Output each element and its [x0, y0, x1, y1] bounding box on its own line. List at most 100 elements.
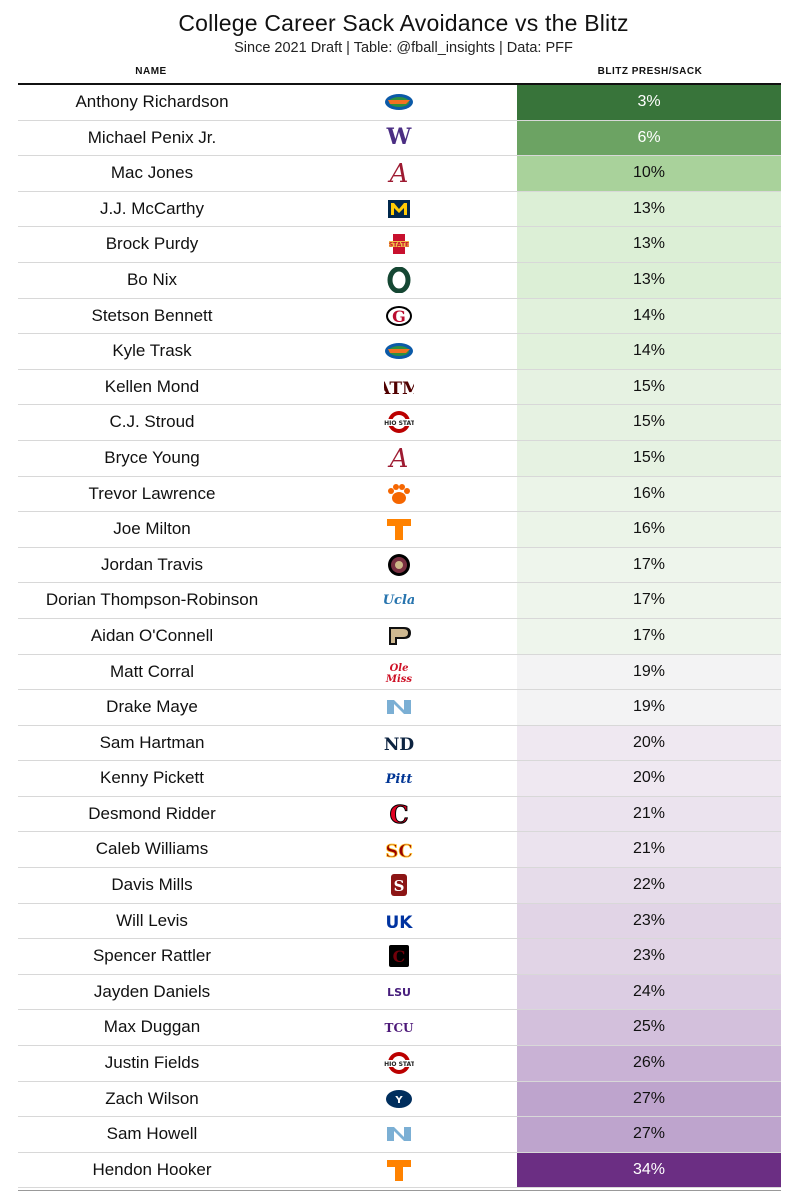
player-name: Brock Purdy	[105, 234, 199, 254]
svg-text:A: A	[388, 160, 409, 186]
kentucky-uk-logo: UK	[384, 908, 414, 934]
table-row: Trevor Lawrence 16%	[18, 476, 781, 513]
player-name: Bryce Young	[104, 447, 200, 467]
svg-text:Ole: Ole	[390, 663, 409, 674]
blitz-presh-sack-cell: 13%	[517, 191, 781, 227]
table-row: Spencer Rattler C 23%	[18, 939, 781, 975]
blitz-presh-sack-cell: 21%	[517, 832, 781, 868]
tennessee-t-logo	[384, 516, 414, 542]
pitt-logo: Pitt	[384, 765, 414, 791]
florida-state-logo	[384, 552, 414, 578]
player-name: Stetson Bennett	[91, 305, 213, 325]
svg-text:ND: ND	[384, 735, 414, 755]
data-table: Anthony Richardson 3% Michael Penix Jr. W 6%…	[18, 85, 781, 1189]
header-divider	[18, 83, 781, 85]
svg-text:STATE: STATE	[389, 242, 409, 249]
player-name: C.J. Stroud	[109, 412, 195, 432]
washington-w-logo: W	[384, 125, 414, 151]
table-row: Jayden Daniels LSU 24%	[18, 974, 781, 1011]
blitz-presh-sack-cell: 27%	[517, 1081, 781, 1117]
blitz-presh-sack-cell: 17%	[517, 618, 781, 654]
player-name: Joe Milton	[113, 519, 191, 539]
ohio-state-logo: OHIO STATE	[384, 1050, 414, 1076]
table-row: Kenny Pickett Pitt 20%	[18, 761, 781, 797]
table-row: Matt Corral Ole Miss 19%	[18, 654, 781, 691]
svg-text:SC: SC	[385, 841, 412, 862]
table-row: Kyle Trask 14%	[18, 334, 781, 370]
player-name: Max Duggan	[103, 1017, 201, 1037]
texas-am-logo: ATM	[384, 374, 414, 400]
player-name: Kellen Mond	[104, 376, 200, 396]
south-carolina-logo: C	[384, 943, 414, 969]
table-row: Sam Hartman ND 20%	[18, 725, 781, 762]
blitz-presh-sack-cell: 21%	[517, 796, 781, 832]
blitz-presh-sack-cell: 13%	[517, 227, 781, 262]
blitz-presh-sack-cell: 22%	[517, 868, 781, 903]
florida-gator-logo	[384, 338, 414, 364]
player-name: Matt Corral	[109, 661, 195, 681]
table-row: J.J. McCarthy 13%	[18, 191, 781, 228]
blitz-presh-sack-cell: 6%	[517, 120, 781, 156]
table-row: Caleb Williams SC 21%	[18, 832, 781, 869]
svg-text:OHIO STATE: OHIO STATE	[384, 1061, 414, 1068]
svg-text:LSU: LSU	[387, 986, 411, 999]
svg-text:UK: UK	[386, 913, 414, 933]
byu-logo: Y	[384, 1086, 414, 1112]
table-row: Brock Purdy STATE 13%	[18, 227, 781, 263]
blitz-presh-sack-cell: 16%	[517, 512, 781, 547]
player-name: Will Levis	[116, 910, 188, 930]
table-row: Stetson Bennett G 14%	[18, 298, 781, 335]
player-name: Desmond Ridder	[88, 803, 216, 823]
north-carolina-logo	[384, 694, 414, 720]
table-row: Dorian Thompson-Robinson Ucla 17%	[18, 583, 781, 619]
player-name: J.J. McCarthy	[100, 198, 204, 218]
ucla-logo: Ucla	[384, 587, 414, 613]
player-name: Jayden Daniels	[93, 981, 211, 1001]
cincinnati-c-logo: C	[384, 801, 414, 827]
table-row: Zach Wilson Y 27%	[18, 1081, 781, 1118]
player-name: Zach Wilson	[105, 1088, 199, 1108]
tcu-logo: TCU	[384, 1014, 414, 1040]
table-row: Bryce Young A 15%	[18, 440, 781, 477]
table-row: Justin Fields OHIO STATE 26%	[18, 1046, 781, 1082]
player-name: Sam Howell	[106, 1124, 198, 1144]
usc-logo: SC	[384, 836, 414, 862]
table-header: NAME BLITZ PRESH/SACK	[18, 62, 781, 82]
blitz-presh-sack-cell: 15%	[517, 369, 781, 405]
blitz-presh-sack-cell: 27%	[517, 1117, 781, 1152]
table-row: Jordan Travis 17%	[18, 547, 781, 584]
tennessee-t-logo	[384, 1157, 414, 1183]
blitz-presh-sack-cell: 15%	[517, 440, 781, 476]
blitz-presh-sack-cell: 24%	[517, 974, 781, 1010]
player-name: Davis Mills	[111, 875, 193, 895]
stanford-s-logo: S	[384, 872, 414, 898]
blitz-presh-sack-cell: 14%	[517, 334, 781, 369]
clemson-paw-logo	[384, 481, 414, 507]
svg-text:S: S	[394, 877, 405, 895]
blitz-presh-sack-cell: 23%	[517, 903, 781, 939]
ole-miss-logo: Ole Miss	[384, 659, 414, 685]
table-row: Bo Nix 13%	[18, 262, 781, 299]
blitz-presh-sack-cell: 19%	[517, 690, 781, 725]
svg-text:Ucla: Ucla	[384, 593, 414, 608]
iowa-state-logo: STATE	[384, 231, 414, 257]
blitz-presh-sack-cell: 16%	[517, 476, 781, 512]
svg-text:OHIO STATE: OHIO STATE	[384, 420, 414, 427]
blitz-presh-sack-cell: 19%	[517, 654, 781, 690]
blitz-presh-sack-cell: 17%	[517, 583, 781, 618]
table-row: Anthony Richardson 3%	[18, 85, 781, 121]
blitz-presh-sack-cell: 20%	[517, 761, 781, 796]
table-row: Max Duggan TCU 25%	[18, 1010, 781, 1047]
table-row: Drake Maye 19%	[18, 690, 781, 726]
name-column-header: NAME	[135, 66, 167, 77]
purdue-p-logo	[384, 623, 414, 649]
svg-text:ATM: ATM	[384, 379, 414, 399]
player-name: Dorian Thompson-Robinson	[45, 590, 259, 610]
table-row: C.J. Stroud OHIO STATE 15%	[18, 405, 781, 441]
svg-text:Miss: Miss	[385, 674, 412, 685]
blitz-presh-sack-cell: 26%	[517, 1046, 781, 1081]
blitz-presh-sack-cell: 20%	[517, 725, 781, 761]
table-row: Hendon Hooker 34%	[18, 1152, 781, 1189]
svg-text:C: C	[393, 947, 406, 966]
table-row: Mac Jones A 10%	[18, 156, 781, 192]
